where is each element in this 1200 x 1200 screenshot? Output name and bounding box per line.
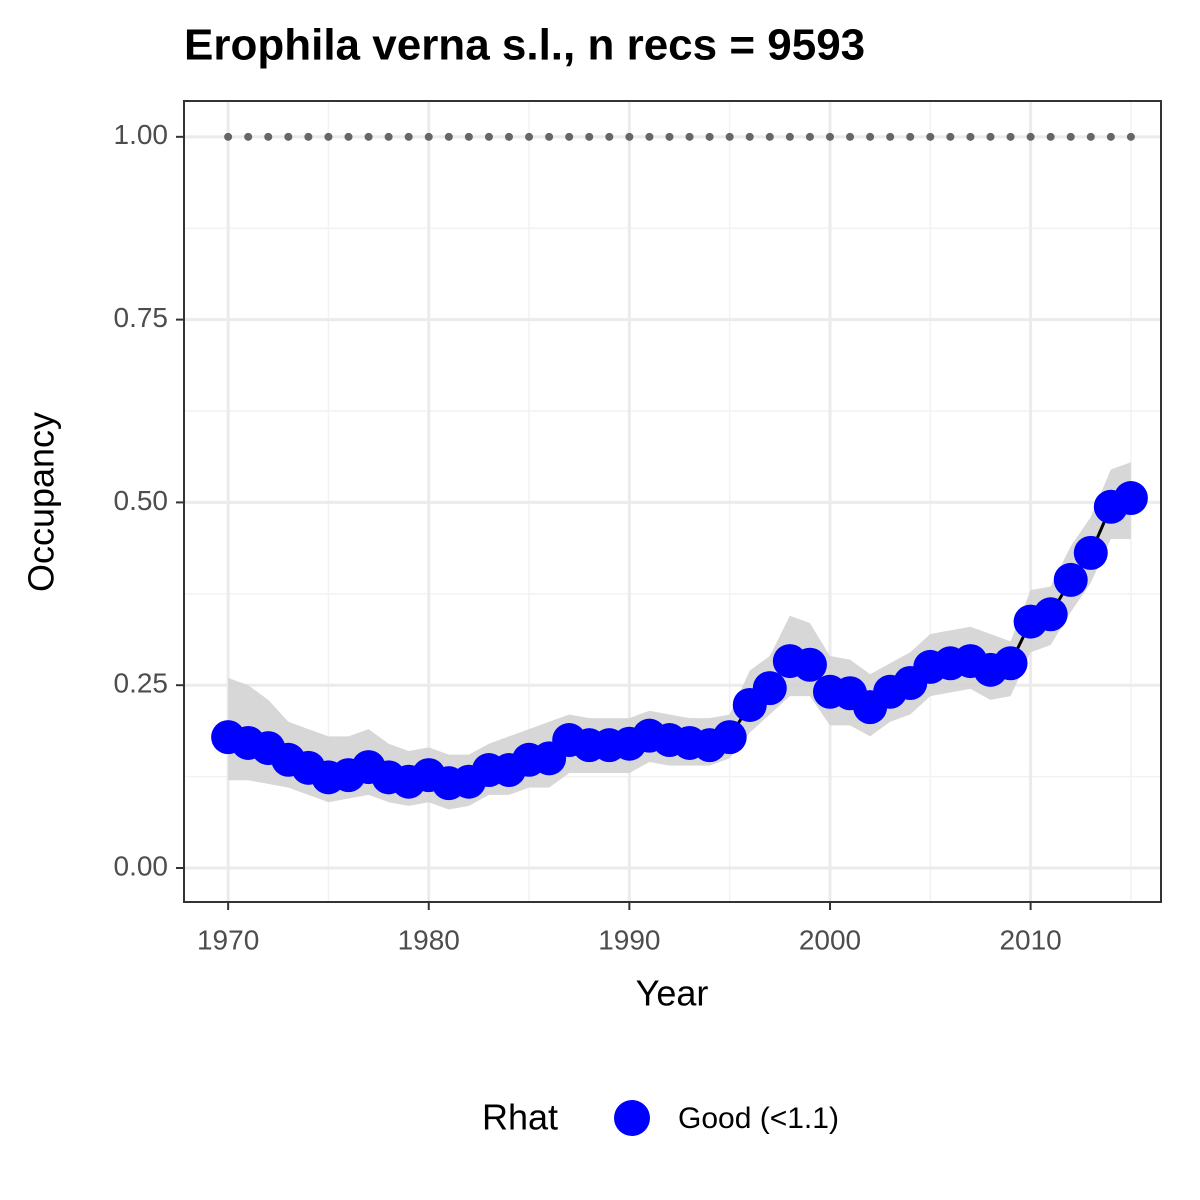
- reference-point: [645, 132, 654, 141]
- reference-point: [304, 132, 313, 141]
- reference-point: [785, 132, 794, 141]
- reference-point: [846, 132, 855, 141]
- reference-point: [906, 132, 915, 141]
- reference-point: [1106, 132, 1115, 141]
- reference-point: [966, 132, 975, 141]
- reference-point: [484, 132, 493, 141]
- point: [1033, 597, 1068, 632]
- point: [752, 671, 787, 706]
- point: [712, 720, 747, 755]
- reference-point: [224, 132, 233, 141]
- chart-title: Erophila verna s.l., n recs = 9593: [184, 21, 865, 70]
- y-tick-label: 0.50: [114, 485, 169, 516]
- y-tick-label: 0.00: [114, 850, 169, 881]
- point: [993, 646, 1028, 681]
- reference-point: [504, 132, 513, 141]
- reference-point: [725, 132, 734, 141]
- reference-point: [384, 132, 393, 141]
- reference-point: [705, 132, 714, 141]
- reference-point: [585, 132, 594, 141]
- y-axis-title: Occupancy: [21, 412, 62, 592]
- reference-point: [284, 132, 293, 141]
- reference-point: [946, 132, 955, 141]
- legend-title: Rhat: [482, 1097, 558, 1138]
- reference-point: [685, 132, 694, 141]
- reference-point: [825, 132, 834, 141]
- reference-point: [525, 132, 534, 141]
- reference-point: [565, 132, 574, 141]
- reference-point: [886, 132, 895, 141]
- y-tick-label: 0.25: [114, 668, 169, 699]
- reference-point: [605, 132, 614, 141]
- reference-point: [625, 132, 634, 141]
- point: [1073, 535, 1108, 570]
- reference-point: [1126, 132, 1135, 141]
- x-axis-title: Year: [636, 973, 709, 1014]
- reference-point: [745, 132, 754, 141]
- reference-point: [404, 132, 413, 141]
- x-tick-label: 1980: [398, 924, 460, 955]
- reference-point: [464, 132, 473, 141]
- reference-point: [1066, 132, 1075, 141]
- x-tick-label: 2000: [799, 924, 861, 955]
- reference-point: [324, 132, 333, 141]
- legend-label: Good (<1.1): [678, 1102, 839, 1135]
- x-tick-label: 1990: [598, 924, 660, 955]
- point: [792, 647, 827, 682]
- reference-point: [264, 132, 273, 141]
- reference-point: [364, 132, 373, 141]
- legend-marker: [614, 1100, 650, 1136]
- y-tick-label: 0.75: [114, 302, 169, 333]
- reference-point: [1086, 132, 1095, 141]
- reference-point: [545, 132, 554, 141]
- reference-point: [1046, 132, 1055, 141]
- point: [1053, 562, 1088, 597]
- reference-point: [765, 132, 774, 141]
- reference-point: [1026, 132, 1035, 141]
- reference-point: [665, 132, 674, 141]
- panel-border: [183, 100, 1162, 903]
- reference-point: [866, 132, 875, 141]
- reference-point: [444, 132, 453, 141]
- point: [1113, 481, 1148, 516]
- reference-point: [926, 132, 935, 141]
- reference-point: [344, 132, 353, 141]
- y-tick-label: 1.00: [114, 119, 169, 150]
- reference-point: [1006, 132, 1015, 141]
- reference-point: [805, 132, 814, 141]
- x-tick-label: 2010: [999, 924, 1061, 955]
- reference-point: [986, 132, 995, 141]
- x-tick-label: 1970: [197, 924, 259, 955]
- reference-point: [424, 132, 433, 141]
- reference-point: [244, 132, 253, 141]
